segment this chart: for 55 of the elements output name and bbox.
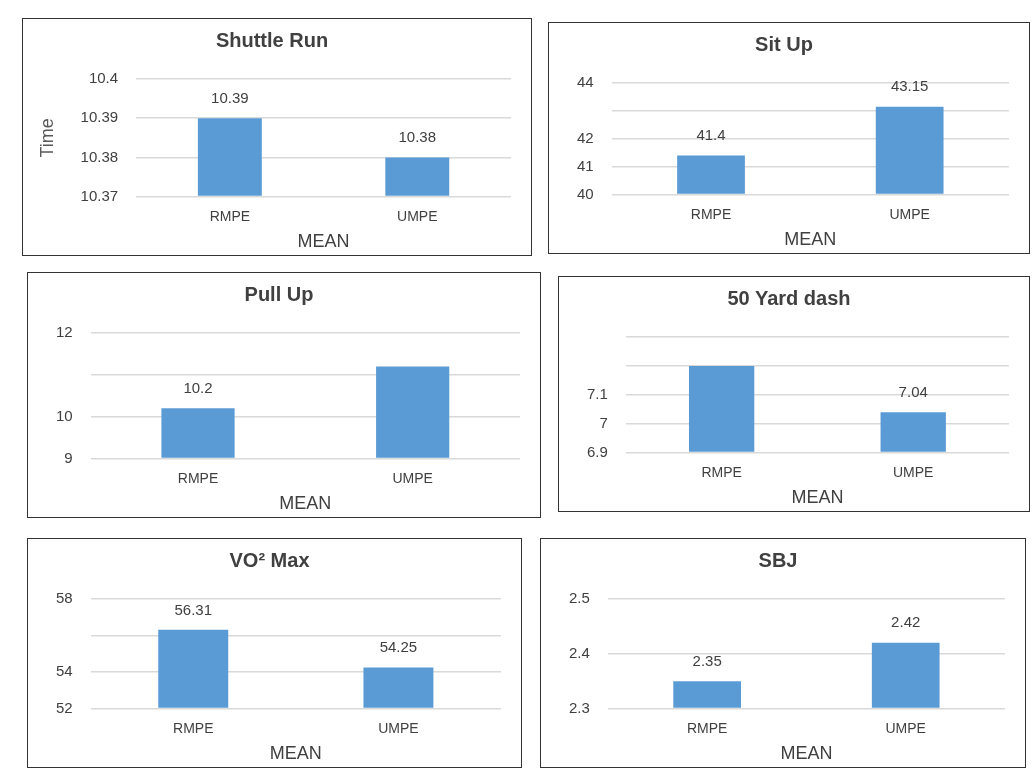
x-axis-title: MEAN — [780, 743, 833, 764]
y-tick-label: 10 — [56, 406, 73, 424]
y-tick-label: 12 — [56, 323, 73, 341]
x-tick-label: UMPE — [892, 463, 934, 480]
data-label: 56.31 — [174, 600, 213, 618]
chart-title: Pull Up — [244, 282, 314, 305]
y-tick-label: 10.39 — [80, 108, 119, 126]
y-tick-label: 7.1 — [586, 384, 608, 402]
data-label: 54.25 — [379, 638, 418, 656]
y-axis-title: Time — [36, 118, 57, 158]
x-axis-title: MEAN — [791, 487, 844, 508]
y-tick-label: 10.4 — [88, 69, 119, 87]
x-tick-label: RMPE — [177, 469, 219, 486]
x-tick-label: UMPE — [885, 719, 926, 736]
data-label: 2.35 — [692, 651, 722, 669]
x-tick-label: RMPE — [690, 205, 732, 222]
x-tick-label: UMPE — [392, 469, 433, 486]
x-axis-title: MEAN — [269, 743, 322, 764]
x-axis-title: MEAN — [297, 231, 350, 252]
y-tick-label: 2.4 — [568, 643, 590, 661]
y-tick-label: 2.3 — [568, 698, 590, 716]
data-label: 10.2 — [183, 379, 213, 396]
y-tick-label: 41 — [577, 156, 594, 174]
x-tick-label: UMPE — [889, 205, 930, 222]
chart-title: Sit Up — [755, 32, 813, 55]
x-tick-label: UMPE — [378, 719, 419, 736]
y-tick-label: 7 — [599, 413, 608, 431]
x-tick-label: RMPE — [686, 719, 728, 736]
y-tick-label: 44 — [577, 73, 594, 91]
x-tick-label: UMPE — [397, 207, 438, 224]
y-tick-label: 10.38 — [80, 147, 119, 165]
y-tick-label: 54 — [56, 662, 73, 680]
data-label: 10.38 — [398, 128, 437, 146]
y-tick-label: 52 — [56, 698, 73, 716]
chart-title: SBJ — [758, 548, 798, 571]
chart-title: 50 Yard dash — [727, 286, 851, 309]
y-tick-label: 10.37 — [80, 186, 119, 204]
y-tick-label: 40 — [577, 184, 594, 202]
data-label: 43.15 — [890, 77, 929, 95]
x-tick-label: RMPE — [701, 463, 742, 480]
x-tick-label: RMPE — [209, 207, 251, 224]
data-label: 41.4 — [696, 126, 726, 144]
y-tick-label: 6.9 — [586, 442, 608, 460]
data-label: 2.42 — [891, 613, 921, 631]
y-tick-label: 2.5 — [568, 589, 590, 607]
y-tick-label: 9 — [64, 448, 73, 466]
data-label: 10.39 — [211, 88, 249, 106]
x-axis-title: MEAN — [784, 229, 837, 250]
y-tick-label: 42 — [577, 128, 594, 146]
x-axis-title: MEAN — [279, 493, 332, 514]
chart-title: Shuttle Run — [215, 28, 329, 51]
x-tick-label: RMPE — [173, 719, 214, 736]
y-tick-label: 58 — [56, 589, 73, 607]
data-label: 7.04 — [898, 382, 928, 400]
chart-title: VO² Max — [229, 548, 310, 571]
